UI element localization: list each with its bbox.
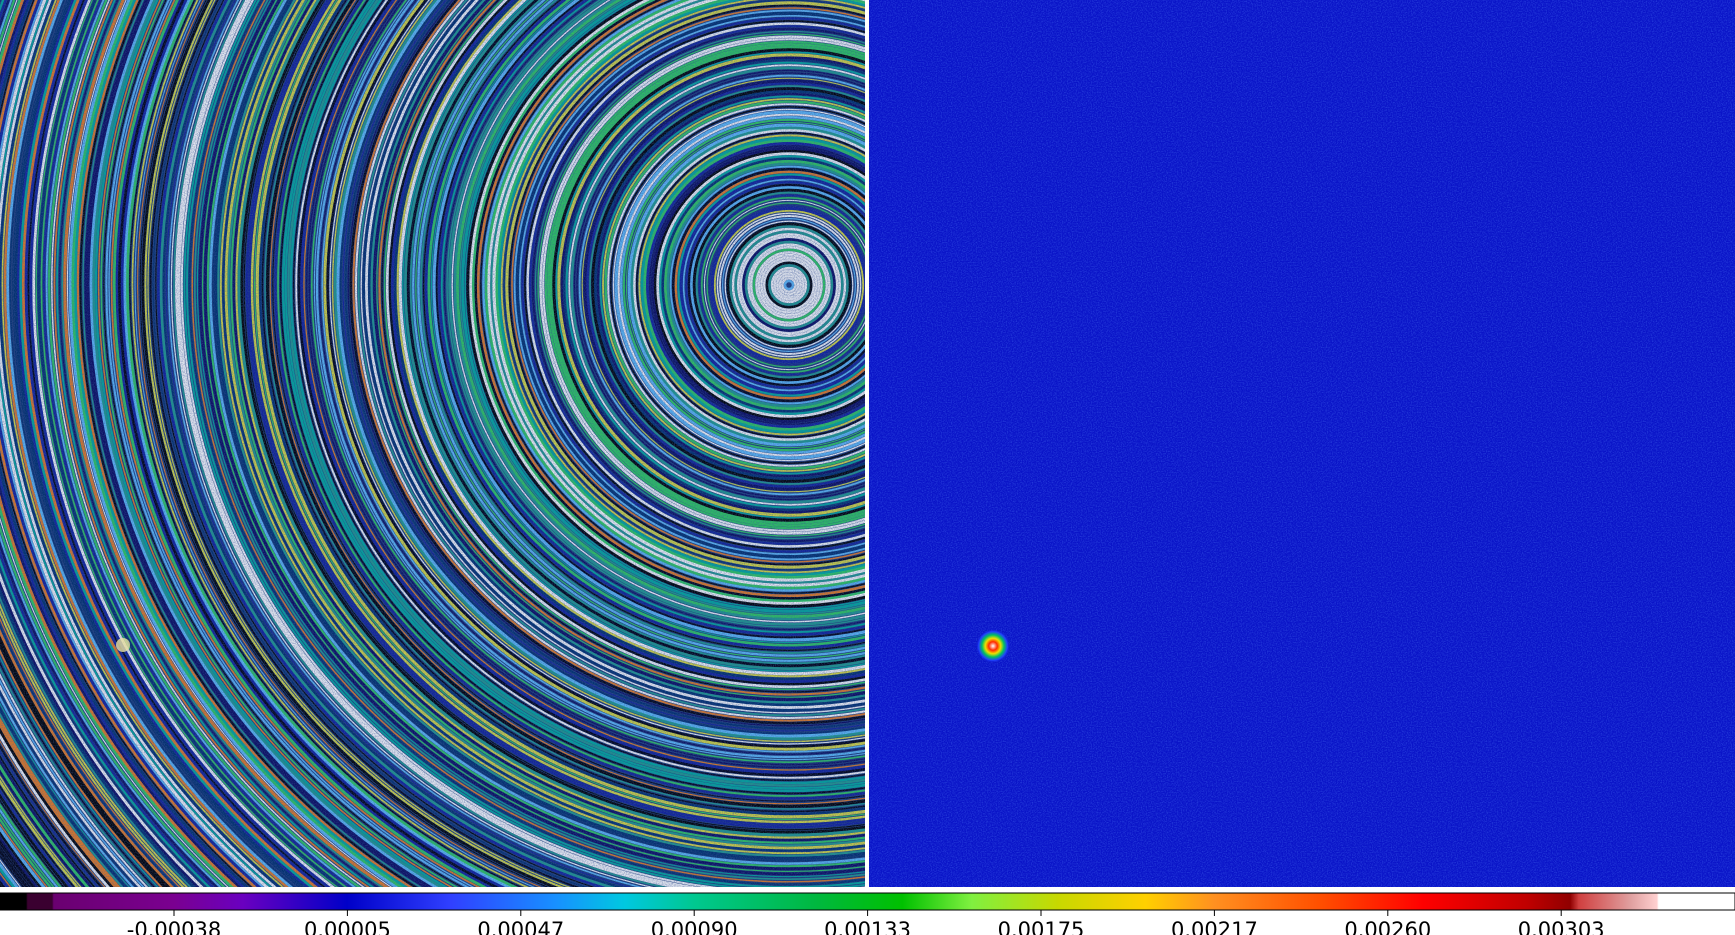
tick-label: 0.00217	[1171, 918, 1258, 935]
tick-label: -0.00038	[127, 918, 221, 935]
tick-label: 0.00133	[824, 918, 911, 935]
tick-label: 0.00260	[1344, 918, 1431, 935]
right-noise	[869, 0, 1735, 887]
faint-source	[116, 638, 130, 652]
tick-label: 0.00303	[1518, 918, 1605, 935]
tick-label: 0.00005	[304, 918, 391, 935]
tick-label: 0.00090	[651, 918, 738, 935]
colorbar-ticks: -0.00038 0.00005 0.00047 0.00090 0.00133 0.00…	[127, 910, 1605, 935]
left-noise	[0, 0, 865, 887]
divider	[865, 0, 869, 887]
point-source	[976, 629, 1010, 663]
right-frame	[869, 0, 1735, 887]
colorbar	[0, 892, 1735, 911]
tick-label: 0.00047	[477, 918, 564, 935]
tick-label: 0.00175	[998, 918, 1085, 935]
